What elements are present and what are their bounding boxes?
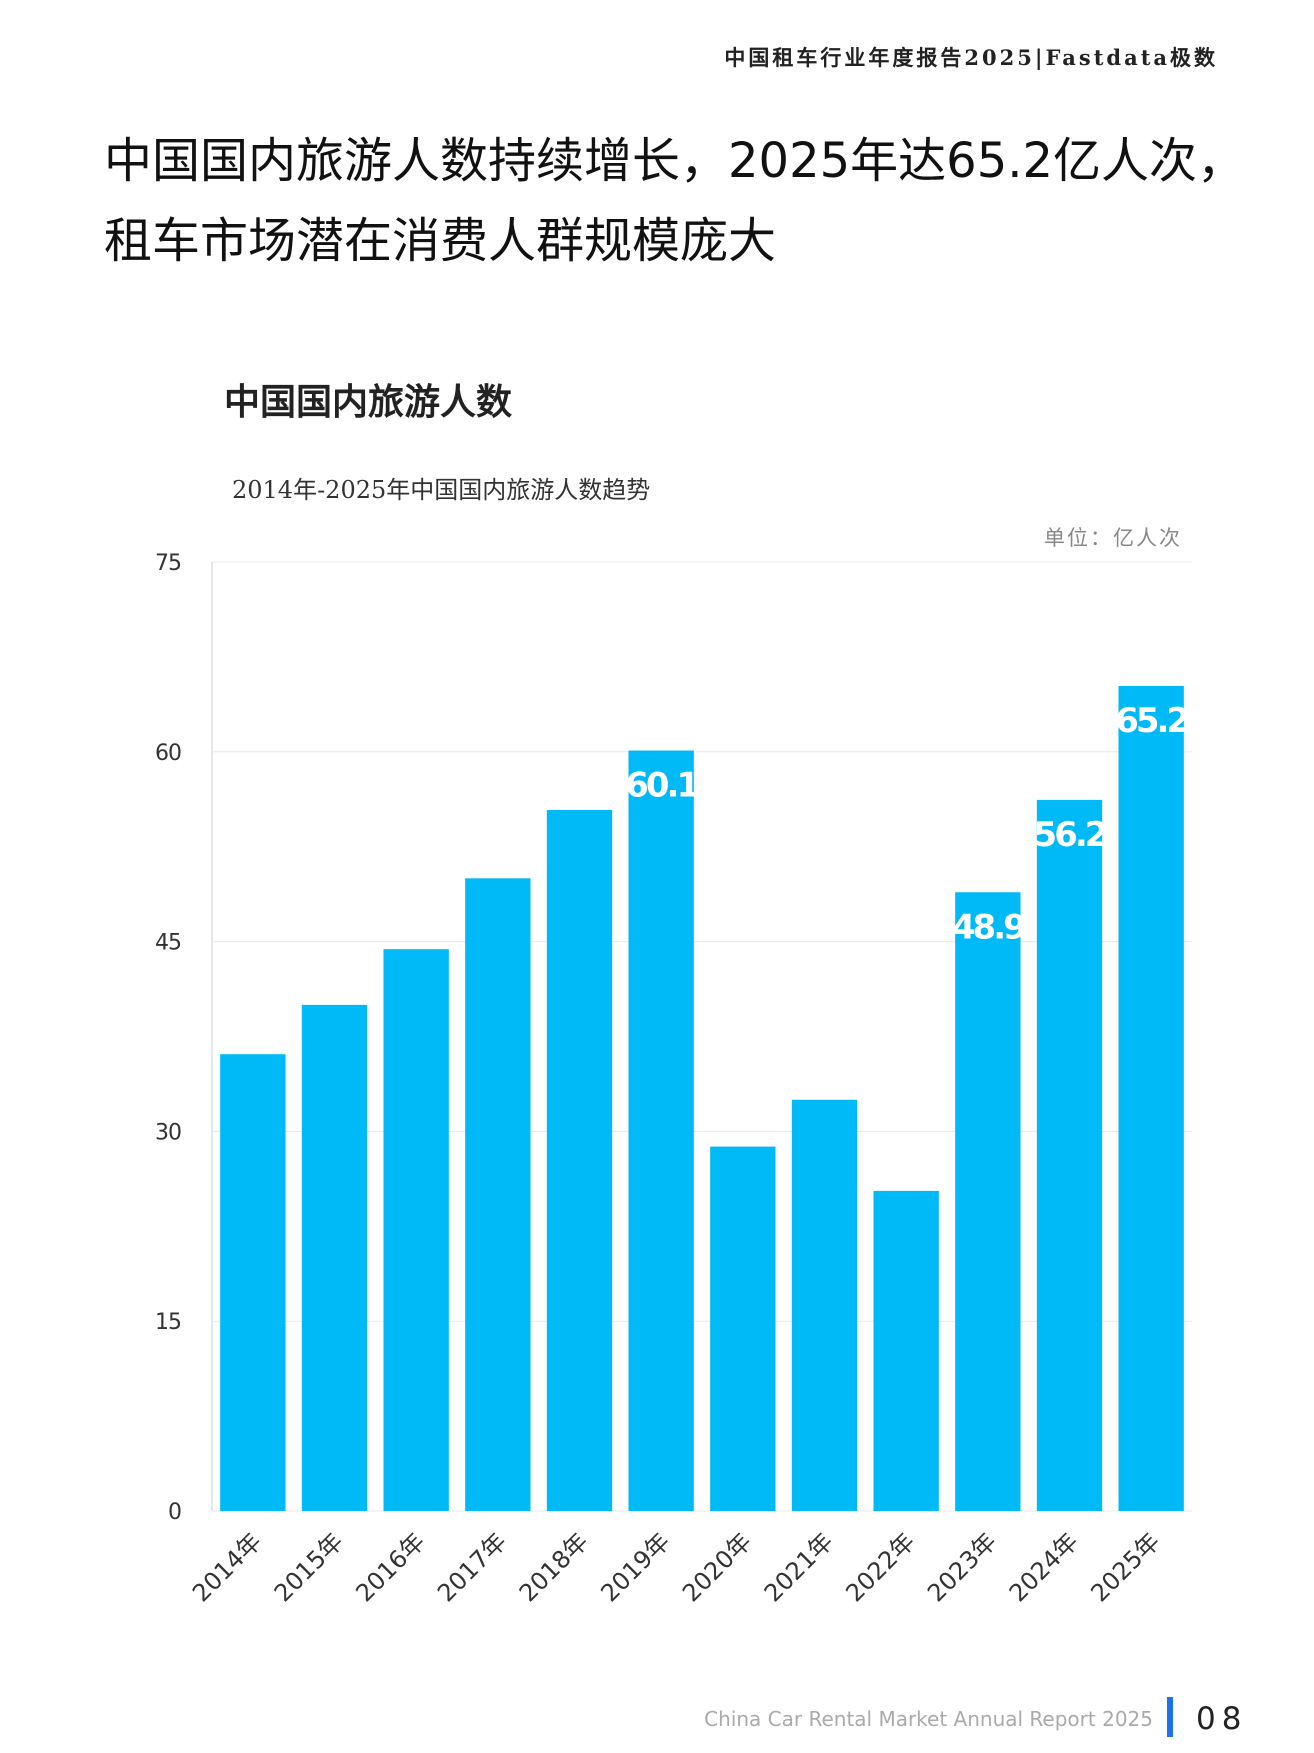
bar	[546, 810, 613, 1511]
chart-subtitle: 2014年-2025年中国国内旅游人数趋势	[232, 476, 650, 504]
y-tick-label: 15	[155, 1310, 181, 1335]
bar	[873, 1190, 939, 1511]
bar	[220, 1054, 286, 1511]
value-label: 56.2	[1034, 815, 1106, 855]
x-tick-label: 2017年	[432, 1527, 512, 1607]
chart-heading: 中国国内旅游人数	[224, 382, 512, 423]
value-label: 65.2	[1115, 701, 1187, 741]
x-tick-label: 2018年	[514, 1527, 594, 1607]
y-tick-label: 0	[168, 1500, 181, 1525]
y-tick-label: 30	[155, 1120, 181, 1145]
bar	[1118, 686, 1184, 1511]
bar	[383, 949, 449, 1511]
footer-text: China Car Rental Market Annual Report 20…	[704, 1707, 1153, 1731]
title: 中国国内旅游人数持续增长，2025年达65.2亿人次，	[104, 133, 1245, 189]
x-tick-label: 2024年	[1004, 1527, 1084, 1607]
bar	[710, 1146, 776, 1511]
value-label: 48.9	[952, 907, 1025, 947]
unit-label: 单位：亿人次	[1044, 526, 1182, 550]
page-number: 08	[1196, 1701, 1247, 1737]
y-tick-label: 45	[155, 931, 181, 956]
x-tick-label: 2021年	[759, 1527, 839, 1607]
bar	[955, 892, 1021, 1511]
x-tick-label: 2014年	[187, 1527, 267, 1607]
x-tick-label: 2022年	[840, 1527, 920, 1607]
bar	[628, 750, 694, 1511]
footer-accent	[1167, 1697, 1173, 1737]
x-tick-label: 2020年	[677, 1527, 757, 1607]
header: 中国租车行业年度报告2025|Fastdata极数	[724, 45, 1218, 70]
bar	[791, 1099, 858, 1511]
x-tick-label: 2023年	[922, 1527, 1002, 1607]
value-label: 60.1	[625, 766, 698, 806]
y-tick-label: 75	[155, 551, 181, 576]
x-tick-label: 2025年	[1085, 1527, 1165, 1607]
x-tick-label: 2019年	[595, 1527, 675, 1607]
bar	[465, 878, 531, 1511]
bar	[301, 1004, 368, 1511]
x-tick-label: 2015年	[269, 1527, 349, 1607]
y-tick-label: 60	[155, 741, 181, 766]
x-tick-label: 2016年	[350, 1527, 430, 1607]
title: 租车市场潜在消费人群规模庞大	[104, 213, 776, 269]
bar	[1036, 799, 1103, 1511]
